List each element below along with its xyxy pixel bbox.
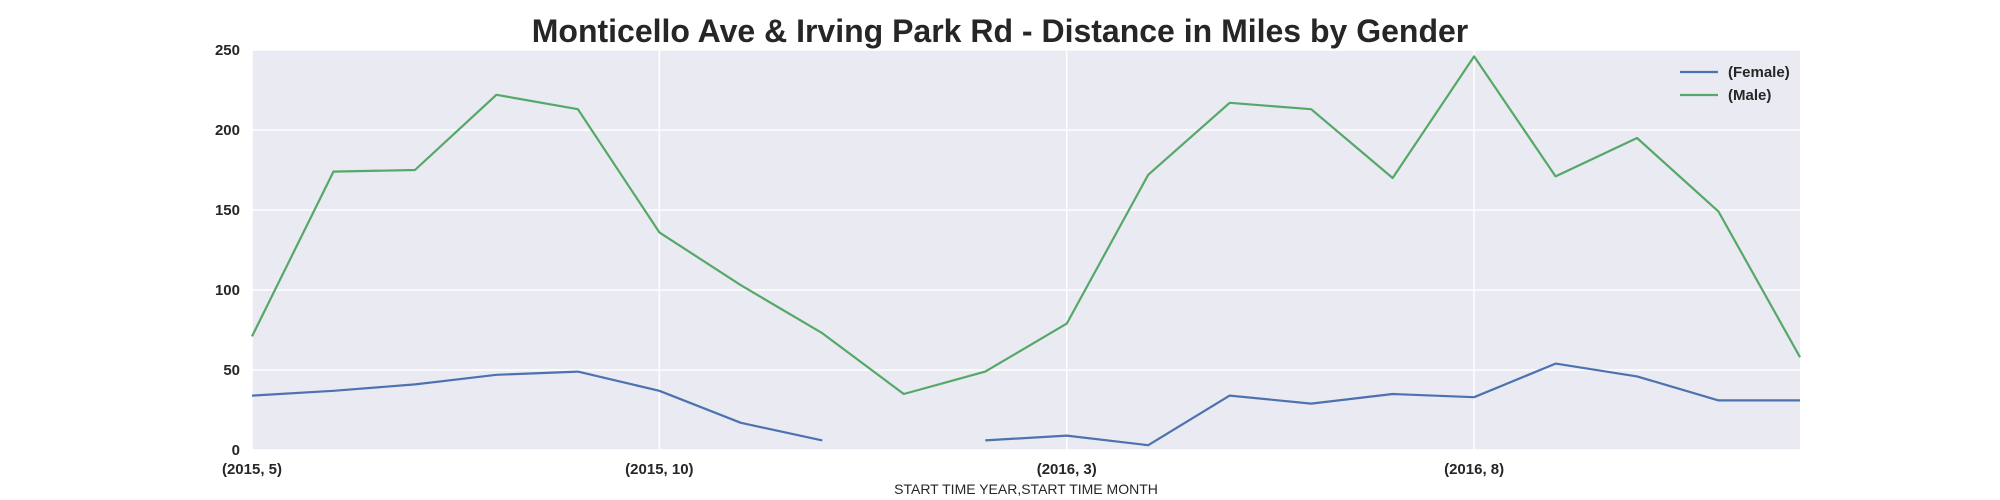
- x-axis-ticks: (2015, 5) (2015, 10) (2016, 3) (2016, 8): [222, 461, 1504, 478]
- x-tick-label: (2015, 10): [625, 461, 693, 478]
- y-tick-label: 100: [215, 282, 240, 299]
- legend-label: (Female): [1728, 64, 1790, 81]
- grid-lines: [251, 49, 1800, 451]
- y-tick-label: 250: [215, 42, 240, 59]
- x-tick-label: (2016, 8): [1444, 461, 1504, 478]
- y-tick-label: 50: [223, 362, 240, 379]
- y-tick-label: 200: [215, 122, 240, 139]
- x-tick-label: (2015, 5): [222, 461, 282, 478]
- x-axis-label: START TIME YEAR,START TIME MONTH: [894, 481, 1158, 497]
- plot-area: [252, 50, 1800, 450]
- y-tick-label: 0: [232, 442, 240, 459]
- series-line-female: [251, 362, 1800, 447]
- y-tick-label: 150: [215, 202, 240, 219]
- series-line-male: [251, 55, 1801, 396]
- chart-title: Monticello Ave & Irving Park Rd - Distan…: [532, 13, 1469, 49]
- legend-label: (Male): [1728, 87, 1771, 104]
- series-lines: [251, 55, 1801, 447]
- legend: (Female) (Male): [1680, 64, 1790, 104]
- x-tick-label: (2016, 3): [1037, 461, 1097, 478]
- y-axis-ticks: 0 50 100 150 200 250: [215, 42, 240, 459]
